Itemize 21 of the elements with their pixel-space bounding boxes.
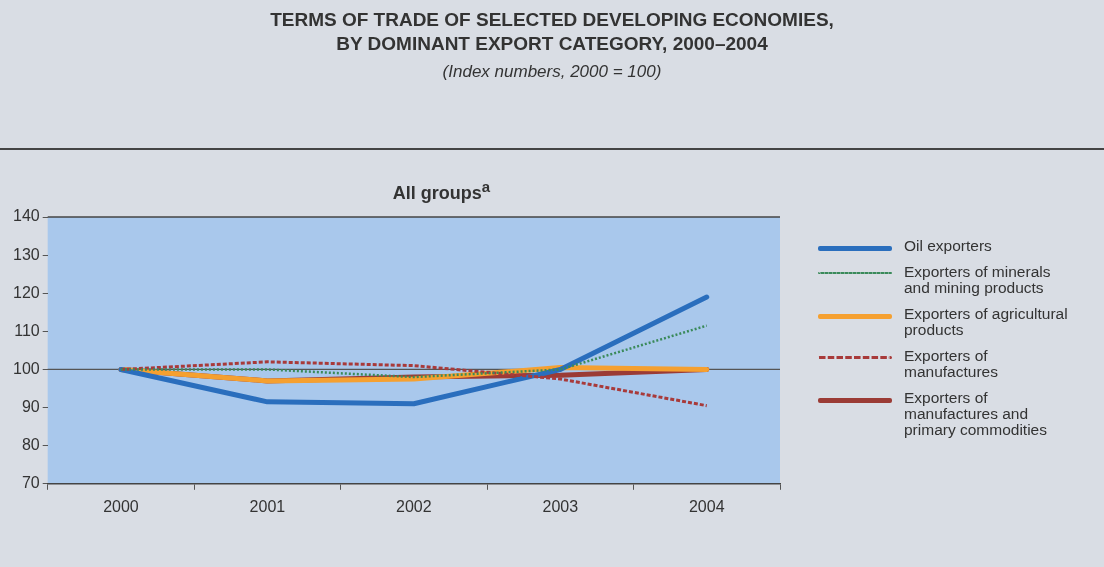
y-tick-label: 130 — [12, 245, 40, 263]
chart-subtitle: (Index numbers, 2000 = 100) — [441, 62, 663, 82]
legend-label: Exporters of agricultural products — [904, 305, 1069, 338]
x-tick-label: 2002 — [396, 497, 432, 515]
x-tick-label: 2001 — [249, 497, 286, 515]
y-tick-label: 90 — [21, 397, 40, 415]
y-tick-label: 120 — [12, 283, 40, 301]
y-tick-label: 140 — [12, 207, 40, 225]
x-tick-label: 2003 — [542, 497, 579, 515]
y-tick-label: 80 — [21, 436, 40, 454]
legend-label: Exporters of manufactures — [904, 347, 999, 380]
legend-label: Exporters of manufactures and primary commodities — [904, 389, 1048, 438]
legend-label: Oil exporters — [904, 237, 993, 254]
legend-label: Exporters of minerals and mining products — [904, 263, 1052, 296]
x-tick-label: 2000 — [103, 497, 139, 515]
text: All groups$^{a}$ — [391, 178, 492, 204]
y-tick-label: 70 — [21, 474, 40, 492]
chart-title: TERMS OF TRADE OF SELECTED DEVELOPING ECONOMIES, BY DOMINANT EXPORT CATEGORY, 2000–2004 — [269, 8, 835, 56]
y-tick-label: 110 — [14, 321, 40, 339]
x-tick-label: 2004 — [688, 497, 725, 515]
y-tick-label: 100 — [12, 359, 40, 377]
